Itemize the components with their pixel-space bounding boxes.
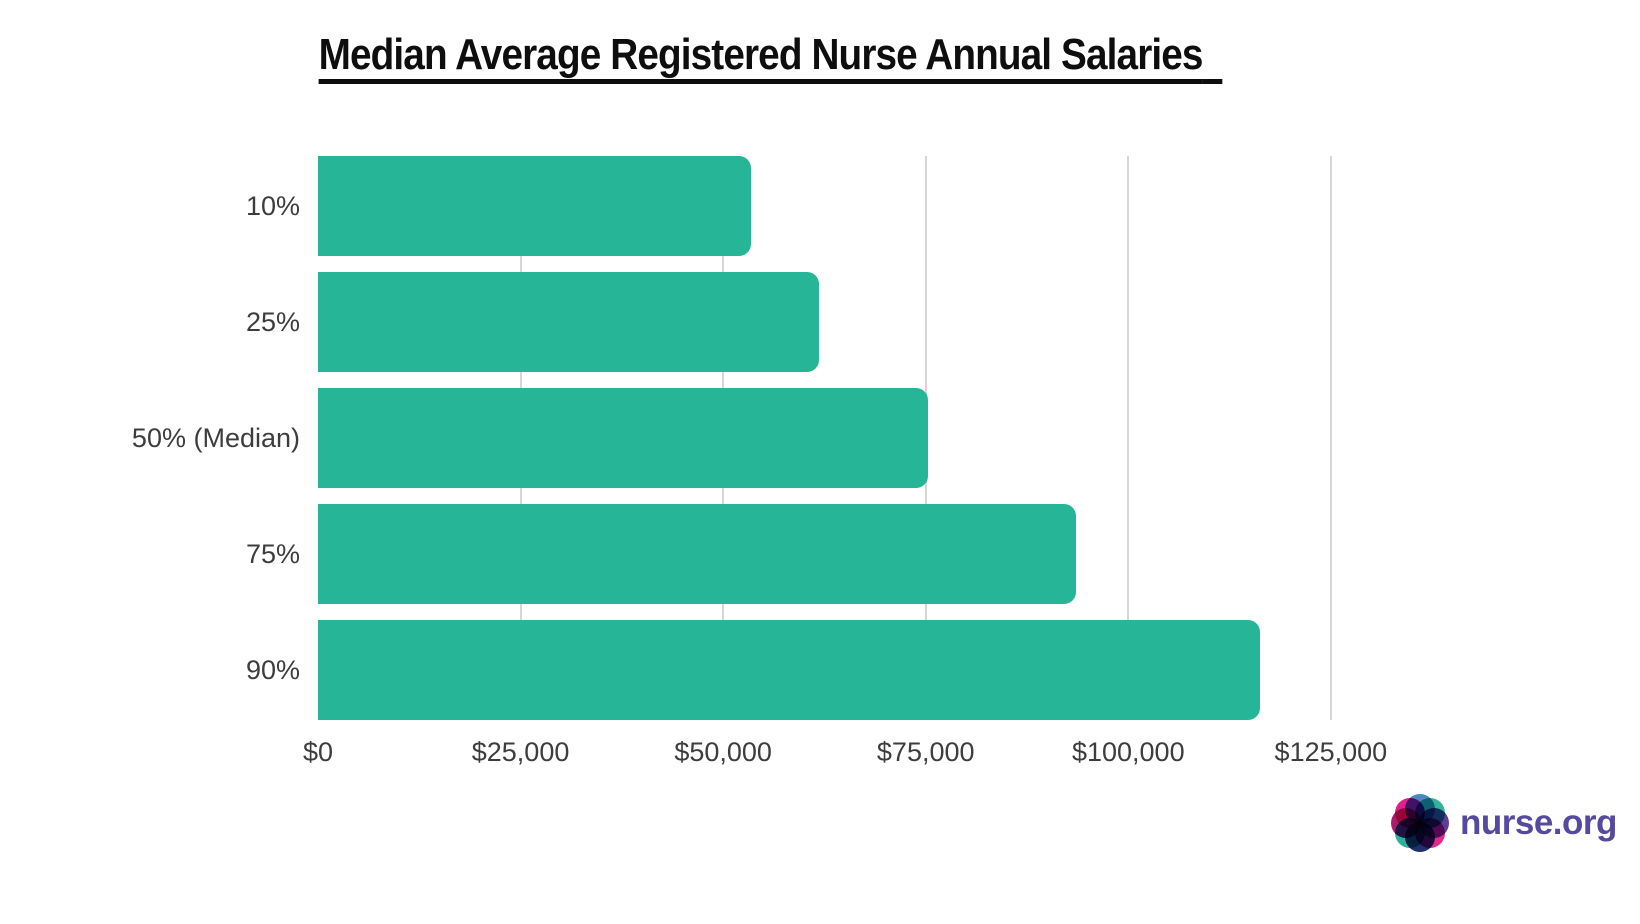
gridline xyxy=(1127,156,1130,720)
flower-icon xyxy=(1391,794,1449,852)
bar-track xyxy=(318,272,1420,372)
bar-track xyxy=(318,388,1420,488)
x-tick-label: $25,000 xyxy=(471,737,570,767)
bar-row: 10% xyxy=(0,156,1640,272)
bar-row: 25% xyxy=(0,272,1640,388)
x-tick-label: $100,000 xyxy=(1071,737,1185,767)
x-tick-label: $0 xyxy=(302,737,334,767)
bar-track xyxy=(318,504,1420,604)
y-axis-label: 75% xyxy=(245,538,300,569)
chart-title: Median Average Registered Nurse Annual S… xyxy=(0,30,1540,80)
x-tick-label: $75,000 xyxy=(876,737,975,767)
bar-row-inner: 25% xyxy=(0,272,1640,372)
y-axis-label: 50% (Median) xyxy=(131,422,300,453)
y-axis-label: 10% xyxy=(245,190,300,221)
bar xyxy=(318,620,1260,720)
bar xyxy=(318,504,1077,604)
nurseorg-wordmark: nurse.org xyxy=(1460,803,1617,842)
x-tick-label: $125,000 xyxy=(1274,737,1388,767)
bar-row: 90% xyxy=(0,620,1640,736)
x-tick-label: $50,000 xyxy=(674,737,772,767)
bar-track xyxy=(318,156,1420,256)
bar xyxy=(318,272,819,372)
y-axis-label: 90% xyxy=(245,654,300,685)
bar-row-inner: 50% (Median) xyxy=(0,388,1640,488)
gridline xyxy=(1329,156,1332,720)
bar xyxy=(318,388,929,488)
bar-track xyxy=(318,620,1420,720)
bar xyxy=(318,156,751,256)
x-axis: $0 $25,000 $50,000 $75,000 $100,000 $125,000 xyxy=(303,737,1420,773)
bar-row: 50% (Median) xyxy=(0,388,1640,504)
bar-row: 75% xyxy=(0,504,1640,620)
logo-petal xyxy=(1395,798,1426,829)
bar-row-inner: 90% xyxy=(0,620,1640,720)
bar-row-inner: 10% xyxy=(0,156,1640,256)
y-axis-label: 25% xyxy=(245,306,300,337)
nurseorg-logo: nurse.org xyxy=(1391,794,1617,852)
chart-title-text: Median Average Registered Nurse Annual S… xyxy=(318,30,1203,79)
bar-row-inner: 75% xyxy=(0,504,1640,604)
bar-rows: 10% 25% 50% (Median) 75% 90% xyxy=(0,156,1640,736)
